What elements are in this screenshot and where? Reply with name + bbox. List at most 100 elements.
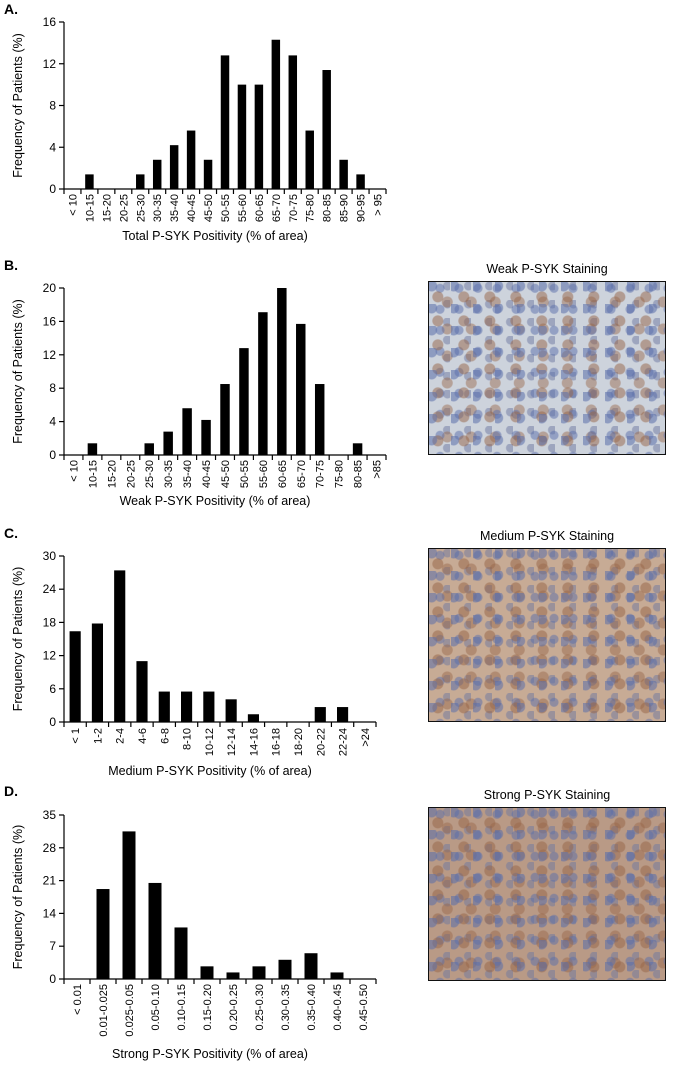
x-tick-label: > 95 bbox=[373, 194, 385, 216]
bar-45-50 bbox=[220, 384, 230, 455]
x-tick-label: 12-14 bbox=[226, 728, 238, 756]
y-tick-label: 18 bbox=[43, 615, 57, 629]
y-tick-label: 12 bbox=[43, 348, 57, 362]
x-tick-label: 45-50 bbox=[203, 194, 215, 222]
y-tick-label: 0 bbox=[49, 448, 56, 462]
chart-panel-b bbox=[59, 287, 387, 460]
x-tick-label: 65-70 bbox=[271, 194, 283, 222]
y-tick-label: 21 bbox=[43, 874, 57, 888]
bar-10-12 bbox=[203, 691, 215, 722]
x-tick-label: 10-15 bbox=[87, 460, 99, 488]
x-tick-label: 16-18 bbox=[271, 728, 283, 756]
x-tick-label: 14-16 bbox=[248, 728, 260, 756]
medium-staining-micrograph bbox=[428, 548, 666, 722]
y-tick-label: 35 bbox=[43, 808, 57, 822]
bar-35-40 bbox=[169, 145, 179, 189]
y-axis-label: Frequency of Patients (%) bbox=[11, 299, 25, 444]
y-tick-label: 0 bbox=[49, 715, 56, 729]
bar-40-45 bbox=[201, 419, 211, 455]
x-tick-label: 6-8 bbox=[159, 728, 171, 744]
x-tick-label: 1-2 bbox=[92, 728, 104, 744]
x-tick-label: >24 bbox=[360, 728, 372, 747]
panel-letter: B. bbox=[4, 257, 18, 273]
x-tick-label: >85 bbox=[372, 460, 384, 479]
panel-letter: D. bbox=[4, 783, 18, 799]
bar-65-70 bbox=[271, 39, 281, 190]
bar-70-75 bbox=[314, 384, 325, 455]
x-tick-label: 20-25 bbox=[125, 460, 137, 488]
x-tick-label: 35-40 bbox=[182, 460, 194, 488]
bar-55-60 bbox=[237, 84, 247, 189]
x-tick-label: 15-20 bbox=[106, 460, 118, 488]
x-tick-label: < 10 bbox=[67, 194, 79, 216]
x-tick-label: 80-85 bbox=[353, 460, 365, 488]
bar-12-14 bbox=[225, 699, 237, 722]
bar-0.05-0.10 bbox=[148, 882, 162, 979]
bar-0.35-0.40 bbox=[304, 953, 318, 979]
y-axis-label: Frequency of Patients (%) bbox=[11, 825, 25, 970]
chart-panel-c bbox=[59, 555, 377, 727]
x-tick-label: 20-25 bbox=[118, 194, 130, 222]
y-tick-label: 7 bbox=[49, 939, 56, 953]
x-tick-label: 25-30 bbox=[135, 194, 147, 222]
weak-staining-caption: Weak P-SYK Staining bbox=[486, 262, 608, 276]
x-tick-label: 0.30-0.35 bbox=[280, 984, 292, 1030]
bar-45-50 bbox=[203, 159, 213, 189]
x-axis-label: Medium P-SYK Positivity (% of area) bbox=[108, 764, 312, 778]
bar-30-35 bbox=[152, 159, 162, 189]
x-tick-label: 0.15-0.20 bbox=[202, 984, 214, 1030]
y-tick-label: 14 bbox=[43, 906, 57, 920]
bar-0.20-0.25 bbox=[226, 972, 240, 979]
x-axis-label: Total P-SYK Positivity (% of area) bbox=[122, 229, 307, 243]
x-tick-label: 55-60 bbox=[237, 194, 249, 222]
bar-70-75 bbox=[288, 55, 298, 190]
bar-35-40 bbox=[182, 408, 192, 455]
y-tick-label: 16 bbox=[43, 314, 57, 328]
y-tick-label: 8 bbox=[49, 381, 56, 395]
y-tick-label: 6 bbox=[49, 682, 56, 696]
x-tick-label: 0.10-0.15 bbox=[176, 984, 188, 1030]
x-tick-label: 70-75 bbox=[315, 460, 327, 488]
x-tick-label: < 1 bbox=[70, 728, 82, 744]
chart-panel-d bbox=[59, 814, 377, 984]
x-tick-label: 8-10 bbox=[182, 728, 194, 750]
bar-20-22 bbox=[314, 707, 326, 722]
bar-6-8 bbox=[158, 691, 170, 722]
x-tick-label: 40-45 bbox=[201, 460, 213, 488]
y-tick-label: 12 bbox=[43, 649, 57, 663]
bar-80-85 bbox=[322, 70, 331, 189]
y-axis-label: Frequency of Patients (%) bbox=[11, 33, 25, 178]
x-tick-label: < 10 bbox=[68, 460, 80, 482]
x-tick-label: 85-90 bbox=[339, 194, 351, 222]
strong-staining-caption: Strong P-SYK Staining bbox=[483, 788, 611, 802]
bar-22-24 bbox=[337, 707, 349, 722]
x-axis-label: Weak P-SYK Positivity (% of area) bbox=[120, 494, 311, 508]
x-tick-label: 40-45 bbox=[186, 194, 198, 222]
y-tick-label: 28 bbox=[43, 841, 57, 855]
x-axis-label: Strong P-SYK Positivity (% of area) bbox=[112, 1047, 308, 1061]
bar-25-30 bbox=[144, 443, 154, 455]
x-tick-label: 65-70 bbox=[296, 460, 308, 488]
bar-0.10-0.15 bbox=[174, 927, 188, 979]
weak-staining-micrograph bbox=[428, 281, 666, 455]
x-tick-label: 30-35 bbox=[152, 194, 164, 222]
x-tick-label: 45-50 bbox=[220, 460, 232, 488]
x-tick-label: 20-22 bbox=[315, 728, 327, 756]
bar-60-65 bbox=[254, 84, 264, 189]
bar-0.25-0.30 bbox=[252, 966, 266, 979]
x-tick-label: 80-85 bbox=[322, 194, 334, 222]
x-tick-label: 35-40 bbox=[169, 194, 181, 222]
x-tick-label: 18-20 bbox=[293, 728, 305, 756]
y-axis-label: Frequency of Patients (%) bbox=[11, 567, 25, 712]
chart-panel-a bbox=[59, 21, 387, 194]
bar-0.01-0.025 bbox=[96, 889, 110, 979]
y-tick-label: 0 bbox=[49, 972, 56, 986]
x-tick-label: 0.40-0.45 bbox=[332, 984, 344, 1030]
y-tick-label: 30 bbox=[43, 549, 57, 563]
y-tick-label: 16 bbox=[43, 15, 57, 29]
bar-65-70 bbox=[296, 323, 306, 455]
x-tick-label: 0.45-0.50 bbox=[358, 984, 370, 1030]
y-tick-label: 4 bbox=[49, 140, 56, 154]
x-tick-label: 0.05-0.10 bbox=[150, 984, 162, 1030]
bar-90-95 bbox=[356, 174, 365, 189]
